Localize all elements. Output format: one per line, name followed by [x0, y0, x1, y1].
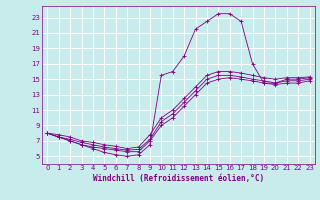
X-axis label: Windchill (Refroidissement éolien,°C): Windchill (Refroidissement éolien,°C) [93, 174, 264, 183]
